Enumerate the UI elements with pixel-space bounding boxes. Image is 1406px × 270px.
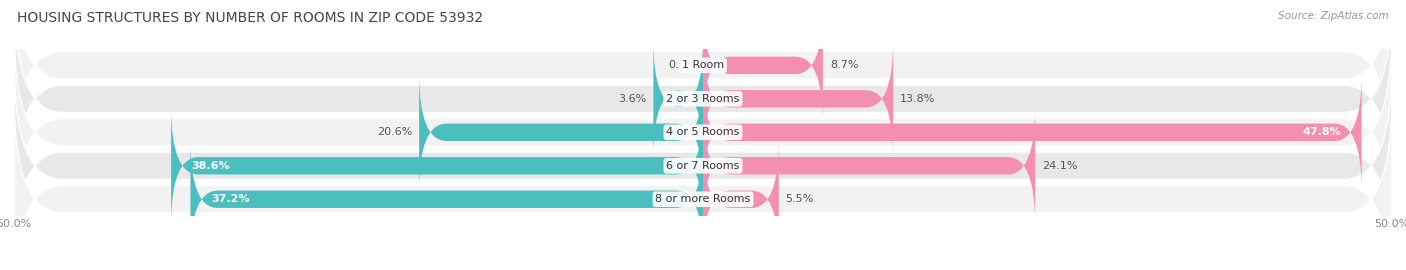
FancyBboxPatch shape [14, 96, 1392, 270]
Text: 0.0%: 0.0% [668, 60, 696, 70]
Text: 5.5%: 5.5% [786, 194, 814, 204]
FancyBboxPatch shape [14, 0, 1392, 202]
FancyBboxPatch shape [190, 141, 703, 258]
FancyBboxPatch shape [703, 107, 1035, 224]
FancyBboxPatch shape [703, 74, 1361, 191]
FancyBboxPatch shape [172, 107, 703, 224]
Text: 2 or 3 Rooms: 2 or 3 Rooms [666, 94, 740, 104]
FancyBboxPatch shape [419, 74, 703, 191]
Text: 6 or 7 Rooms: 6 or 7 Rooms [666, 161, 740, 171]
Text: 24.1%: 24.1% [1042, 161, 1077, 171]
Text: 8.7%: 8.7% [830, 60, 858, 70]
FancyBboxPatch shape [14, 29, 1392, 236]
Text: 4 or 5 Rooms: 4 or 5 Rooms [666, 127, 740, 137]
Text: 13.8%: 13.8% [900, 94, 935, 104]
Text: 8 or more Rooms: 8 or more Rooms [655, 194, 751, 204]
FancyBboxPatch shape [654, 40, 703, 157]
Text: 20.6%: 20.6% [377, 127, 412, 137]
Text: 3.6%: 3.6% [619, 94, 647, 104]
Text: HOUSING STRUCTURES BY NUMBER OF ROOMS IN ZIP CODE 53932: HOUSING STRUCTURES BY NUMBER OF ROOMS IN… [17, 11, 484, 25]
Text: 1 Room: 1 Room [682, 60, 724, 70]
Text: Source: ZipAtlas.com: Source: ZipAtlas.com [1278, 11, 1389, 21]
Text: 47.8%: 47.8% [1302, 127, 1341, 137]
FancyBboxPatch shape [14, 62, 1392, 269]
FancyBboxPatch shape [703, 40, 893, 157]
FancyBboxPatch shape [703, 7, 823, 124]
Text: 37.2%: 37.2% [211, 194, 250, 204]
FancyBboxPatch shape [703, 141, 779, 258]
Text: 38.6%: 38.6% [191, 161, 231, 171]
FancyBboxPatch shape [14, 0, 1392, 169]
